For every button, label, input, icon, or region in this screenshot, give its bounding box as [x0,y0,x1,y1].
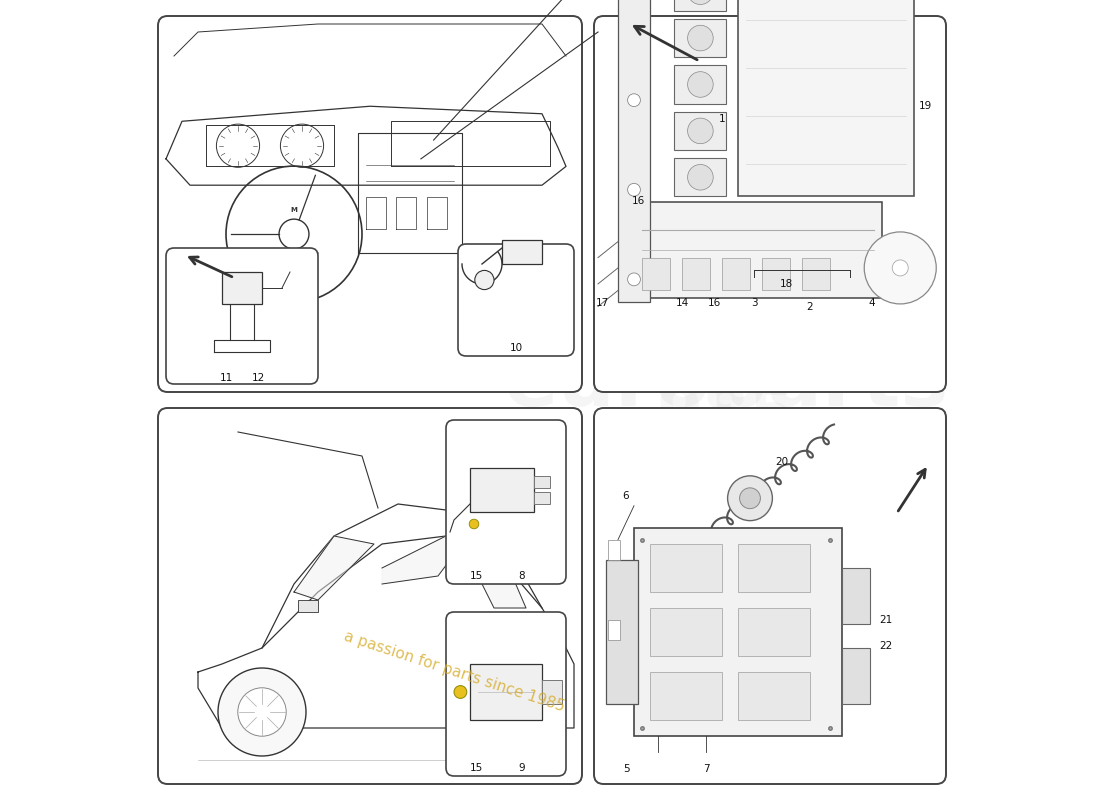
Circle shape [727,476,772,521]
Circle shape [477,688,526,736]
Text: 16: 16 [631,197,645,206]
Text: 15: 15 [470,571,483,581]
Text: 5: 5 [623,764,629,774]
Text: M: M [290,207,297,214]
Bar [674,158,726,197]
Circle shape [628,94,640,106]
Bar [618,0,650,302]
FancyBboxPatch shape [446,420,566,584]
Text: 2: 2 [806,302,813,312]
Bar [650,608,722,656]
Circle shape [470,519,478,529]
FancyBboxPatch shape [458,244,574,356]
Text: 9: 9 [519,763,526,773]
Circle shape [688,0,713,5]
Text: 985: 985 [657,383,795,449]
FancyBboxPatch shape [594,16,946,392]
Bar [534,476,550,488]
Circle shape [688,165,713,190]
Bar [608,540,620,560]
Bar [502,240,542,264]
FancyBboxPatch shape [166,248,318,384]
Circle shape [458,668,546,756]
Text: europarts: europarts [504,345,948,423]
Text: 14: 14 [675,298,689,308]
Bar [606,560,638,704]
Polygon shape [382,536,462,584]
Bar [642,258,670,290]
Bar [738,544,810,592]
Circle shape [454,686,466,698]
Text: 10: 10 [509,343,522,353]
Circle shape [238,688,286,736]
FancyBboxPatch shape [446,612,566,776]
Circle shape [218,668,306,756]
Text: 18: 18 [780,279,793,289]
Text: 20: 20 [776,457,789,467]
FancyBboxPatch shape [158,16,582,392]
Circle shape [628,183,640,196]
Text: 22: 22 [880,641,893,651]
Bar [650,544,722,592]
Text: 4: 4 [869,298,876,308]
Bar [738,608,810,656]
Circle shape [688,72,713,98]
FancyBboxPatch shape [594,408,946,784]
Bar [682,258,710,290]
Text: 12: 12 [252,373,265,382]
Text: 7: 7 [703,764,710,774]
Bar [842,648,870,704]
Bar [762,258,790,290]
Text: 6: 6 [623,490,629,501]
Bar [634,528,842,736]
Bar [534,492,550,504]
Circle shape [688,118,713,144]
Bar [802,258,830,290]
Bar [470,468,534,512]
Text: 8: 8 [519,571,526,581]
Text: 21: 21 [880,614,893,625]
Text: a passion for parts since 1985: a passion for parts since 1985 [342,629,566,715]
Circle shape [739,488,760,509]
Circle shape [865,232,936,304]
Bar [674,112,726,150]
Bar [470,664,542,720]
Bar [674,19,726,58]
Bar [674,0,726,11]
Bar [650,672,722,720]
Circle shape [688,26,713,51]
Bar [842,568,870,624]
Bar [608,620,620,640]
Text: 1: 1 [718,114,725,124]
Bar [738,672,810,720]
FancyBboxPatch shape [158,408,582,784]
Bar [634,202,882,298]
Bar [674,66,726,104]
Text: 16: 16 [707,298,721,308]
Polygon shape [294,536,374,600]
Circle shape [475,270,494,290]
Text: 15: 15 [470,763,483,773]
Polygon shape [462,544,526,608]
Bar [722,258,750,290]
Bar [298,600,318,612]
Bar [542,680,562,704]
Bar [222,272,262,304]
Circle shape [628,273,640,286]
Text: 11: 11 [219,373,232,382]
Bar [738,0,914,197]
Text: 3: 3 [750,298,757,308]
Text: 19: 19 [918,102,932,111]
Text: 17: 17 [595,298,608,308]
Circle shape [892,260,909,276]
